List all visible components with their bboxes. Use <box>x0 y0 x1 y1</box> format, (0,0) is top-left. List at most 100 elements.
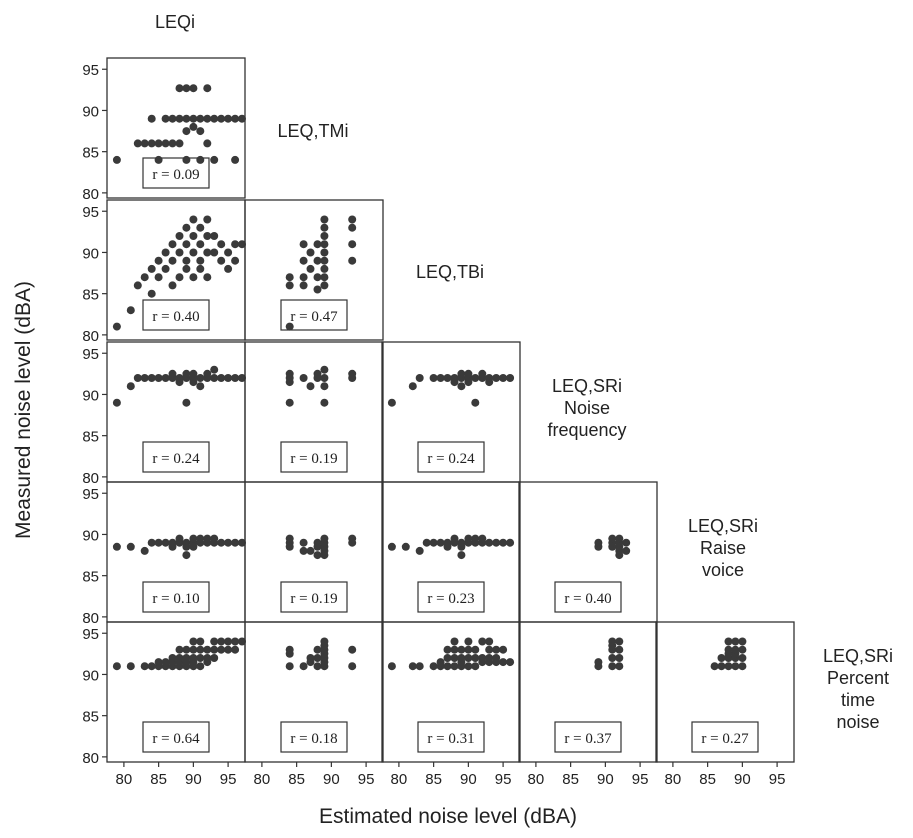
data-point <box>182 369 191 378</box>
data-point <box>182 155 191 164</box>
data-point <box>182 264 191 273</box>
x-tick-label: 85 <box>699 771 716 788</box>
y-tick-label: 80 <box>82 186 99 203</box>
data-point <box>154 256 163 265</box>
r-value-label: r = 0.10 <box>152 591 199 607</box>
data-point <box>464 637 473 646</box>
variable-labels: LEQi LEQ,TMi LEQ,TBi LEQ,SRi Noise frequency L… <box>155 12 893 732</box>
data-point <box>506 658 515 667</box>
data-point <box>182 542 191 551</box>
data-point <box>196 662 205 671</box>
data-point <box>161 264 170 273</box>
data-point <box>285 662 294 671</box>
data-point <box>196 654 205 662</box>
data-point <box>210 114 219 123</box>
data-point <box>189 369 198 378</box>
data-point <box>126 382 135 391</box>
x-tick-label: 95 <box>769 771 786 788</box>
data-point <box>594 538 603 547</box>
data-point <box>299 374 308 382</box>
data-point <box>320 256 329 265</box>
x-axis-label: Estimated noise level (dBA) <box>319 805 577 828</box>
data-point <box>238 240 246 249</box>
data-point <box>238 374 246 382</box>
data-point <box>112 542 121 551</box>
r-value-box <box>142 721 210 753</box>
data-point <box>320 637 329 646</box>
panel-r1-c1: r = 0.47 <box>244 199 384 341</box>
data-point <box>203 139 212 148</box>
x-tick-label: 85 <box>288 771 305 788</box>
x-tick-label: 90 <box>734 771 751 788</box>
data-point <box>203 534 212 543</box>
data-point <box>189 215 198 224</box>
data-point <box>196 155 205 164</box>
r-value-box <box>142 581 210 613</box>
data-point <box>126 542 135 551</box>
panel-r3-c2: r = 0.23 <box>381 481 521 623</box>
data-point <box>285 645 294 654</box>
data-point <box>224 248 233 257</box>
panel-r1-c0: r = 0.40 <box>106 199 246 341</box>
data-point <box>238 114 246 123</box>
data-point <box>499 374 508 382</box>
data-point <box>210 232 219 240</box>
data-point <box>182 223 191 232</box>
data-point <box>320 273 329 282</box>
data-point <box>175 114 184 123</box>
y-tick-label: 80 <box>82 750 99 767</box>
data-point <box>313 285 322 294</box>
r-value-label: r = 0.40 <box>152 309 199 325</box>
data-point <box>196 637 205 646</box>
data-point <box>231 374 240 382</box>
x-tick-label: 80 <box>391 771 408 788</box>
data-point <box>231 538 240 547</box>
data-point <box>217 240 226 249</box>
data-point <box>710 662 719 671</box>
data-point <box>313 654 322 662</box>
data-point <box>485 645 494 654</box>
y-tick-label: 85 <box>82 145 99 162</box>
data-point <box>161 658 170 667</box>
data-point <box>387 542 396 551</box>
data-point <box>387 662 396 671</box>
x-tick-label: 90 <box>460 771 477 788</box>
x-tick-label: 85 <box>425 771 442 788</box>
data-point <box>140 273 149 282</box>
data-point <box>615 662 624 671</box>
data-point <box>313 273 322 282</box>
y-tick-label: 90 <box>82 667 99 684</box>
data-point <box>608 654 617 662</box>
panel-r3-c3: r = 0.40 <box>518 481 658 623</box>
y-axis-label: Measured noise level (dBA) <box>12 281 35 539</box>
data-point <box>231 256 240 265</box>
data-point <box>306 546 315 555</box>
data-point <box>615 637 624 646</box>
y-tick-label: 85 <box>82 287 99 304</box>
data-point <box>154 139 163 148</box>
data-point <box>175 248 184 257</box>
data-point <box>210 637 219 646</box>
r-value-label: r = 0.23 <box>427 591 474 607</box>
data-point <box>492 374 501 382</box>
r-value-box <box>280 441 348 473</box>
data-point <box>140 374 149 382</box>
r-value-label: r = 0.31 <box>427 731 474 747</box>
data-point <box>478 654 487 662</box>
data-point <box>450 662 459 671</box>
data-point <box>217 374 226 382</box>
data-point <box>320 398 329 407</box>
data-point <box>147 114 156 123</box>
data-point <box>436 538 445 547</box>
data-point <box>203 215 212 224</box>
data-point <box>485 538 494 547</box>
data-point <box>429 538 438 547</box>
data-point <box>471 654 480 662</box>
data-point <box>348 645 357 654</box>
data-point <box>231 114 240 123</box>
panel-frame <box>106 57 246 199</box>
r-value-box <box>417 721 485 753</box>
data-point <box>485 378 494 387</box>
data-point <box>443 542 452 551</box>
data-point <box>189 637 198 646</box>
